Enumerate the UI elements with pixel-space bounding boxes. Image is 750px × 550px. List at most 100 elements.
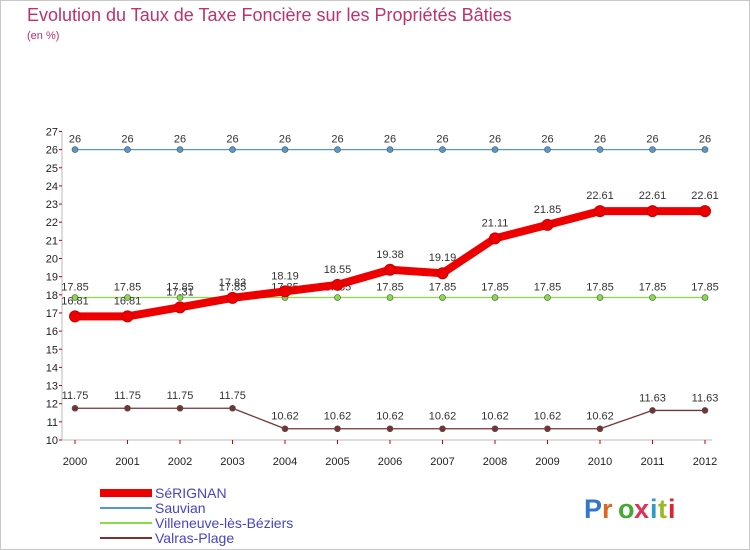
legend: SéRIGNANSauvianVilleneuve-lès-BéziersVal…	[100, 485, 293, 546]
data-label: 16.81	[61, 295, 89, 307]
data-point	[491, 425, 499, 433]
y-tick-label: 16	[46, 326, 58, 338]
data-point	[334, 425, 341, 433]
data-point	[596, 294, 604, 301]
data-point	[491, 294, 499, 301]
y-tick-label: 11	[47, 417, 58, 429]
data-point	[334, 294, 341, 301]
data-label: 26	[226, 134, 238, 146]
data-point	[701, 407, 709, 414]
data-label: 18.55	[324, 264, 352, 276]
y-tick-label: 10	[46, 435, 58, 447]
axes: 10 11 12 13 14 15 16 17 18 19 20 21 22 23 24 25 26 27 2000…	[46, 126, 717, 468]
logo-letter: i	[668, 494, 676, 524]
data-point	[544, 146, 551, 153]
data-label: 22.61	[691, 190, 719, 202]
data-label: 26	[594, 134, 606, 146]
data-point	[386, 294, 394, 301]
data-point	[594, 205, 606, 218]
data-label: 17.85	[219, 282, 247, 294]
data-point	[176, 404, 184, 412]
x-tick-label: 2011	[641, 456, 665, 468]
data-point	[71, 146, 79, 153]
x-tick-label: 2005	[325, 456, 349, 468]
data-point	[176, 146, 184, 153]
data-point	[649, 146, 656, 153]
y-tick-label: 22	[46, 217, 58, 229]
chart-title: Evolution du Taux de Taxe Foncière sur l…	[27, 5, 512, 25]
data-label: 10.62	[481, 411, 509, 423]
data-label: 26	[436, 134, 448, 146]
data-point	[701, 294, 709, 301]
y-tick-label: 15	[46, 344, 58, 356]
data-point	[436, 267, 449, 280]
data-label: 11.75	[114, 390, 141, 402]
chart-subtitle: (en %)	[27, 30, 59, 42]
data-label: 11.63	[692, 392, 719, 404]
data-point	[701, 146, 709, 153]
data-point	[646, 205, 659, 218]
data-label: 22.61	[586, 190, 614, 202]
data-label: 22.61	[639, 190, 667, 202]
data-label: 10.62	[376, 411, 404, 423]
y-tick-label: 26	[46, 145, 58, 157]
data-point	[489, 232, 501, 245]
logo-letter: t	[658, 494, 667, 524]
y-tick-label: 27	[46, 126, 58, 138]
data-label: 26	[489, 134, 501, 146]
data-label: 19.19	[429, 252, 457, 264]
data-label: 26	[121, 134, 133, 146]
data-label: 10.62	[534, 411, 562, 423]
data-point	[544, 425, 551, 433]
data-point	[229, 146, 236, 153]
y-tick-label: 24	[46, 181, 58, 193]
data-point	[331, 278, 344, 291]
y-tick-label: 12	[46, 399, 58, 411]
data-point	[386, 425, 394, 433]
legend-label: Sauvian	[155, 500, 206, 516]
data-point	[69, 310, 81, 323]
data-point	[124, 404, 131, 412]
y-tick-label: 19	[46, 272, 58, 284]
data-label: 17.85	[586, 282, 614, 294]
data-label: 17.85	[61, 282, 89, 294]
data-label: 21.85	[534, 204, 562, 216]
data-label: 26	[699, 134, 711, 146]
data-label: 19.38	[376, 249, 404, 261]
x-tick-label: 2003	[220, 456, 244, 468]
data-point	[121, 310, 134, 323]
data-label: 11.75	[167, 390, 194, 402]
data-label: 11.75	[62, 390, 89, 402]
x-tick-label: 2008	[483, 456, 507, 468]
legend-label: Villeneuve-lès-Béziers	[155, 515, 293, 531]
data-point	[596, 425, 604, 433]
data-point	[281, 146, 289, 153]
y-tick-label: 21	[46, 235, 58, 247]
data-point	[649, 294, 656, 301]
data-point	[596, 146, 604, 153]
data-point	[334, 146, 341, 153]
data-point	[439, 146, 446, 153]
data-point	[699, 205, 711, 218]
data-label: 10.62	[429, 411, 457, 423]
data-label: 26	[279, 134, 291, 146]
data-label: 10.62	[271, 411, 299, 423]
series-0: 16.81 16.81 17.31 17.83 18.19 18.55 19.38 19.19…	[61, 190, 719, 323]
x-tick-label: 2000	[63, 456, 87, 468]
data-label: 17.85	[166, 282, 194, 294]
y-tick-label: 14	[46, 362, 58, 374]
data-point	[439, 425, 446, 433]
data-point	[281, 425, 289, 433]
data-label: 26	[541, 134, 553, 146]
logo-letter: P	[584, 494, 602, 524]
data-label: 26	[384, 134, 396, 146]
x-tick-label: 2004	[273, 456, 297, 468]
data-point	[541, 218, 554, 231]
data-point	[176, 294, 184, 301]
y-tick-label: 20	[46, 254, 58, 266]
x-tick-label: 2010	[588, 456, 612, 468]
y-tick-label: 23	[46, 199, 58, 211]
data-point	[124, 146, 131, 153]
